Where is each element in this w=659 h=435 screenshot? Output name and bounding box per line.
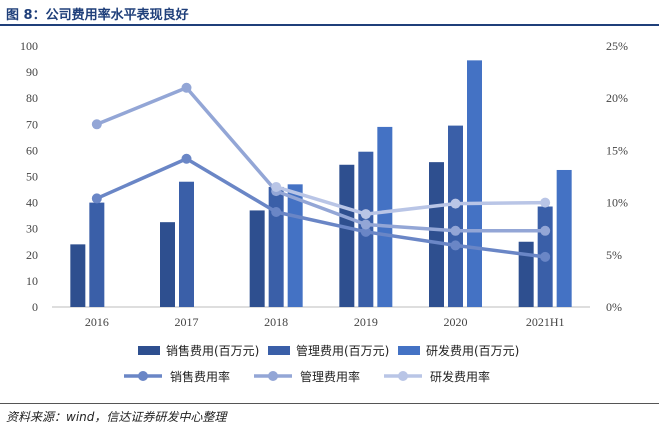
y-right-tick-label: 0% bbox=[606, 300, 622, 314]
y-left-tick-label: 90 bbox=[26, 65, 38, 79]
data-point bbox=[181, 82, 192, 93]
y-left-tick-label: 40 bbox=[26, 196, 38, 210]
data-point bbox=[360, 209, 371, 220]
source-divider bbox=[0, 403, 659, 404]
y-left-tick-label: 20 bbox=[26, 248, 38, 262]
title-bar: 图 8：公司费用率水平表现良好 bbox=[0, 0, 659, 26]
bar bbox=[467, 60, 482, 308]
y-left-tick-label: 0 bbox=[32, 300, 38, 314]
y-left-tick-label: 60 bbox=[26, 143, 38, 157]
bar bbox=[429, 162, 444, 307]
y-right-tick-label: 25% bbox=[606, 39, 628, 53]
bar bbox=[160, 222, 175, 307]
data-point bbox=[91, 119, 102, 130]
series-line bbox=[96, 157, 546, 259]
legend-label: 销售费用率 bbox=[170, 369, 230, 384]
y-right-tick-label: 20% bbox=[606, 91, 628, 105]
data-point bbox=[271, 181, 282, 192]
bar bbox=[70, 244, 86, 307]
legend-bar-swatch bbox=[268, 346, 290, 355]
legend-label: 研发费用(百万元) bbox=[426, 343, 519, 358]
bar bbox=[448, 125, 463, 307]
x-tick-label: 2016 bbox=[85, 315, 109, 329]
data-point bbox=[360, 226, 371, 237]
series-line bbox=[275, 185, 546, 216]
data-point bbox=[540, 197, 551, 208]
bar bbox=[556, 169, 572, 307]
y-left-tick-label: 30 bbox=[26, 222, 38, 236]
bar bbox=[179, 181, 194, 307]
y-right-tick-label: 10% bbox=[606, 196, 628, 210]
x-tick-label: 2018 bbox=[264, 315, 288, 329]
chart: 0 10 20 30 40 50 60 70 80 90 100 0% 5% 10% 15% 20% 25% 20… bbox=[20, 39, 628, 384]
chart-title: 图 8：公司费用率水平表现良好 bbox=[6, 8, 189, 23]
data-point bbox=[540, 225, 551, 236]
x-tick-label: 2021H1 bbox=[526, 315, 565, 329]
data-point bbox=[91, 193, 102, 204]
data-point bbox=[450, 240, 461, 251]
y-left-tick-label: 70 bbox=[26, 117, 38, 131]
legend-line-marker bbox=[398, 371, 408, 381]
series-line bbox=[96, 86, 546, 233]
bar bbox=[89, 202, 105, 307]
y-right-tick-label: 15% bbox=[606, 143, 628, 157]
bar bbox=[249, 210, 265, 307]
legend-label: 管理费用(百万元) bbox=[296, 343, 389, 358]
bar bbox=[518, 241, 534, 307]
data-point bbox=[450, 225, 461, 236]
source-note: 资料来源：wind，信达证券研发中心整理 bbox=[6, 410, 227, 424]
x-tick-label: 2019 bbox=[354, 315, 378, 329]
x-tick-label: 2020 bbox=[444, 315, 468, 329]
x-tick-label: 2017 bbox=[175, 315, 199, 329]
legend-bar-swatch bbox=[138, 346, 160, 355]
y-left-tick-label: 80 bbox=[26, 91, 38, 105]
y-right-tick-label: 5% bbox=[606, 248, 622, 262]
bar bbox=[268, 186, 284, 307]
data-point bbox=[360, 219, 371, 230]
lines bbox=[91, 82, 551, 262]
legend-line-marker bbox=[138, 371, 148, 381]
data-point bbox=[271, 206, 282, 217]
data-point bbox=[540, 251, 551, 262]
axes: 0 10 20 30 40 50 60 70 80 90 100 0% 5% 10% 15% 20% 25% 20… bbox=[20, 39, 628, 329]
legend-label: 管理费用率 bbox=[300, 369, 360, 384]
legend-bar-swatch bbox=[398, 346, 420, 355]
bars bbox=[70, 60, 572, 308]
bar bbox=[377, 126, 393, 307]
legend: 销售费用(百万元) 管理费用(百万元) 研发费用(百万元) 销售费用率 管理费用率 研发费… bbox=[124, 343, 519, 384]
y-left-tick-label: 100 bbox=[20, 39, 38, 53]
data-point bbox=[450, 198, 461, 209]
data-point bbox=[181, 153, 192, 164]
legend-line-marker bbox=[268, 371, 278, 381]
bar bbox=[339, 164, 355, 307]
legend-label: 研发费用率 bbox=[430, 369, 490, 384]
bar bbox=[287, 184, 303, 307]
legend-label: 销售费用(百万元) bbox=[166, 343, 259, 358]
y-left-tick-label: 10 bbox=[26, 274, 38, 288]
y-left-tick-label: 50 bbox=[26, 170, 38, 184]
